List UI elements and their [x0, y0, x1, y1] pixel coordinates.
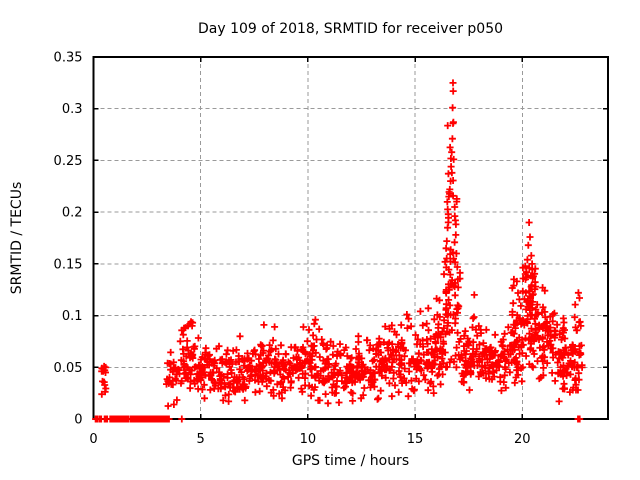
y-tick-label: 0.1 [62, 309, 83, 324]
y-tick-label: 0.35 [54, 51, 83, 66]
x-tick-label: 0 [89, 432, 97, 447]
x-tick-label: 5 [197, 432, 205, 447]
plot-border [92, 56, 609, 420]
y-tick-label: 0.25 [54, 154, 83, 169]
x-tick-label: 10 [300, 432, 317, 447]
y-tick-label: 0.2 [62, 206, 83, 221]
x-tick-label: 15 [407, 432, 424, 447]
x-axis-label: GPS time / hours [291, 453, 410, 469]
x-tick-label: 20 [514, 432, 531, 447]
y-tick-label: 0.15 [54, 257, 83, 272]
y-tick-label: 0 [74, 413, 82, 428]
tick-labels: 0 0.05 0.1 0.15 0.2 0.25 0.3 0.35 0 5 10 15 20 [54, 51, 531, 448]
scatter-points [92, 79, 586, 423]
y-tick-label: 0.3 [62, 102, 83, 117]
y-tick-label: 0.05 [54, 361, 83, 376]
chart-title: Day 109 of 2018, SRMTID for receiver p05… [197, 21, 504, 37]
